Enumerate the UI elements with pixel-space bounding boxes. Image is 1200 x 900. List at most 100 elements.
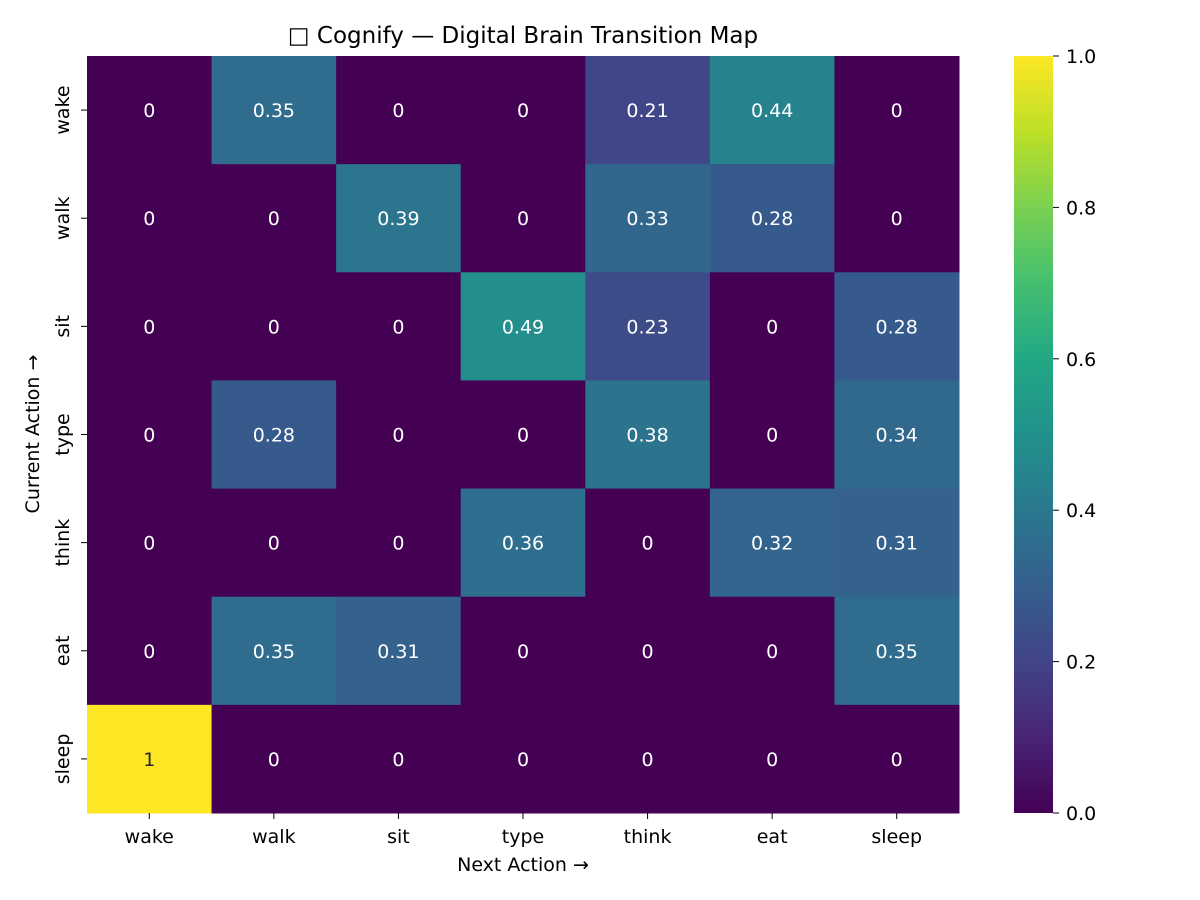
heatmap-cell bbox=[460, 704, 586, 814]
heatmap-cell bbox=[585, 56, 711, 165]
cell-value-label: 0 bbox=[766, 425, 778, 447]
heatmap-cell bbox=[211, 56, 337, 165]
heatmap-cell bbox=[211, 380, 337, 490]
cell-value-label: 0 bbox=[143, 533, 155, 555]
x-tick-label: eat bbox=[757, 826, 788, 848]
heatmap-cell bbox=[336, 380, 462, 490]
cell-value-label: 0.32 bbox=[751, 533, 793, 555]
cell-value-label: 0.35 bbox=[253, 641, 295, 663]
heatmap-cell bbox=[585, 704, 711, 814]
cell-value-label: 0.28 bbox=[751, 208, 793, 230]
x-tick-label: type bbox=[502, 826, 544, 848]
cell-value-label: 0 bbox=[517, 208, 529, 230]
heatmap-cell bbox=[709, 56, 835, 165]
heatmap-cell bbox=[211, 164, 337, 273]
heatmap-cell bbox=[709, 272, 835, 381]
cell-value-label: 0 bbox=[143, 641, 155, 663]
heatmap-cell bbox=[211, 704, 337, 814]
heatmap-cell bbox=[834, 380, 960, 490]
heatmap-cell bbox=[834, 56, 960, 165]
cell-value-label: 0.35 bbox=[876, 641, 918, 663]
heatmap-cell bbox=[709, 596, 835, 706]
y-tick-label: type bbox=[52, 413, 74, 455]
cell-value-label: 0 bbox=[392, 425, 404, 447]
cell-value-label: 0 bbox=[143, 425, 155, 447]
heatmap-cell bbox=[460, 164, 586, 273]
colorbar-ticks: 0.0 0.2 0.4 0.6 0.8 1.0 bbox=[1053, 46, 1096, 825]
cell-value-label: 0 bbox=[517, 641, 529, 663]
heatmap-cell bbox=[585, 380, 711, 490]
y-axis-ticks: wake walk sit type think eat sleep bbox=[52, 85, 87, 784]
heatmap-cell bbox=[336, 596, 462, 706]
y-tick-label: think bbox=[52, 519, 74, 567]
cell-value-label: 0.36 bbox=[502, 533, 544, 555]
cell-value-label: 0 bbox=[392, 749, 404, 771]
heatmap-cell bbox=[336, 704, 462, 814]
x-tick-label: think bbox=[624, 826, 672, 848]
heatmap-cell bbox=[87, 704, 213, 814]
cell-value-label: 0 bbox=[766, 316, 778, 338]
heatmap-cell bbox=[709, 704, 835, 814]
cell-value-label: 0 bbox=[268, 533, 280, 555]
cell-value-label: 0 bbox=[268, 749, 280, 771]
heatmap-annotations: 0 0.35 0 0 0.21 0.44 0 0 0 0.39 0 0.33 0.28 0 0 0 0 0.49 0… bbox=[143, 100, 918, 771]
heatmap-cell bbox=[87, 488, 213, 598]
cell-value-label: 0 bbox=[891, 749, 903, 771]
cell-value-label: 0 bbox=[268, 316, 280, 338]
colorbar bbox=[1014, 56, 1053, 813]
colorbar-tick-label: 0.8 bbox=[1066, 197, 1096, 219]
cell-value-label: 0.35 bbox=[253, 100, 295, 122]
cell-value-label: 0 bbox=[517, 425, 529, 447]
cell-value-label: 0.44 bbox=[751, 100, 793, 122]
heatmap-cell bbox=[460, 272, 586, 381]
colorbar-tick-label: 0.2 bbox=[1066, 652, 1096, 674]
heatmap-cell bbox=[336, 488, 462, 598]
heatmap-cells bbox=[87, 56, 960, 814]
cell-value-label: 0 bbox=[268, 208, 280, 230]
cell-value-label: 0.38 bbox=[626, 425, 668, 447]
heatmap-cell bbox=[211, 488, 337, 598]
y-tick-label: walk bbox=[52, 196, 74, 239]
heatmap-cell bbox=[87, 164, 213, 273]
cell-value-label: 0 bbox=[392, 316, 404, 338]
colorbar-tick-label: 0.0 bbox=[1066, 803, 1096, 825]
x-tick-label: sit bbox=[387, 826, 410, 848]
heatmap-cell bbox=[834, 596, 960, 706]
cell-value-label: 0 bbox=[642, 641, 654, 663]
chart-title: □ Cognify — Digital Brain Transition Map bbox=[288, 23, 758, 49]
cell-value-label: 0.31 bbox=[876, 533, 918, 555]
heatmap-cell bbox=[460, 488, 586, 598]
heatmap-cell bbox=[585, 488, 711, 598]
colorbar-tick-label: 1.0 bbox=[1066, 46, 1096, 68]
x-tick-label: walk bbox=[252, 826, 295, 848]
cell-value-label: 0 bbox=[143, 208, 155, 230]
x-axis-label: Next Action → bbox=[457, 854, 589, 876]
heatmap-cell bbox=[211, 596, 337, 706]
y-axis-label: Current Action → bbox=[22, 355, 44, 514]
heatmap-cell bbox=[460, 56, 586, 165]
cell-value-label: 0.33 bbox=[626, 208, 668, 230]
cell-value-label: 0 bbox=[392, 533, 404, 555]
cell-value-label: 0 bbox=[517, 100, 529, 122]
y-tick-label: sit bbox=[52, 315, 74, 338]
x-axis-ticks: wake walk sit type think eat sleep bbox=[125, 813, 922, 848]
cell-value-label: 0 bbox=[143, 316, 155, 338]
cell-value-label: 0.39 bbox=[377, 208, 419, 230]
heatmap-cell bbox=[585, 596, 711, 706]
cell-value-label: 0 bbox=[766, 641, 778, 663]
cell-value-label: 0 bbox=[642, 533, 654, 555]
y-tick-label: wake bbox=[52, 85, 74, 134]
heatmap-cell bbox=[336, 164, 462, 273]
heatmap-cell bbox=[460, 596, 586, 706]
heatmap-cell bbox=[87, 596, 213, 706]
cell-value-label: 0.23 bbox=[626, 316, 668, 338]
heatmap-cell bbox=[834, 272, 960, 381]
heatmap-cell bbox=[585, 164, 711, 273]
heatmap-cell bbox=[834, 488, 960, 598]
cell-value-label: 0 bbox=[517, 749, 529, 771]
cell-value-label: 0 bbox=[642, 749, 654, 771]
heatmap-cell bbox=[336, 56, 462, 165]
cell-value-label: 0 bbox=[891, 100, 903, 122]
heatmap-cell bbox=[709, 164, 835, 273]
